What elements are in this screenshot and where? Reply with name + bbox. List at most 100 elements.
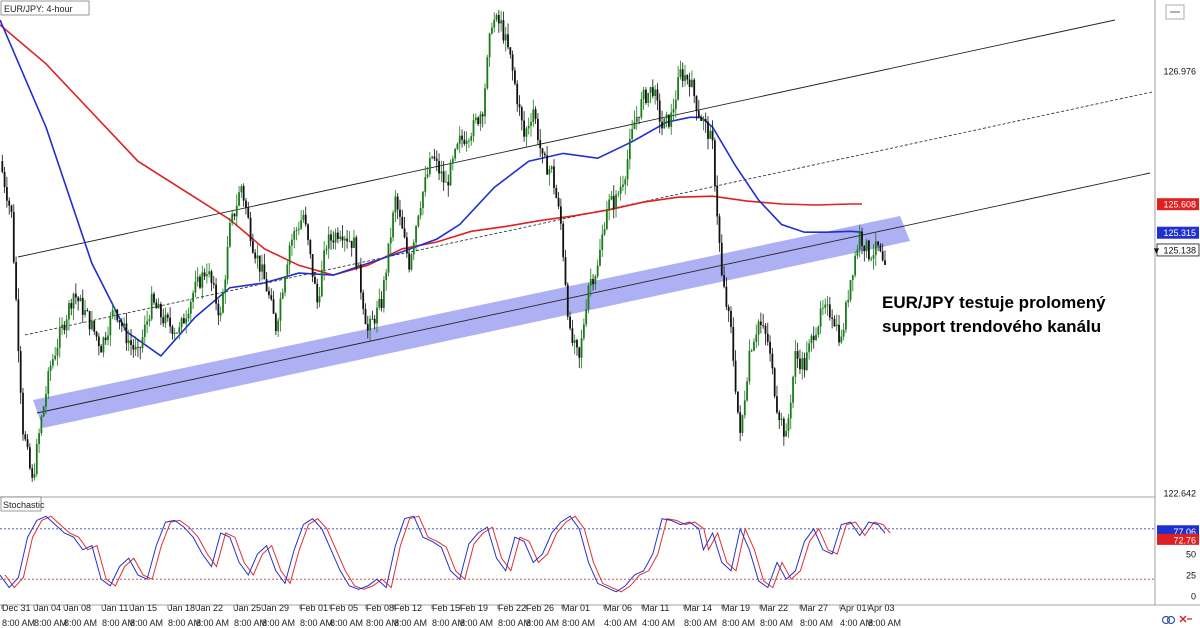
candle — [840, 329, 843, 344]
candle — [748, 339, 751, 385]
candle — [769, 335, 771, 362]
candle — [750, 348, 753, 353]
candle — [77, 295, 80, 311]
candle — [100, 344, 103, 353]
candle — [141, 329, 144, 353]
candle — [626, 149, 629, 187]
candle — [488, 32, 491, 67]
date-tick-label: Jan 11 — [102, 603, 128, 613]
date-tick-label: Mar 27 — [800, 603, 828, 613]
candle — [127, 329, 130, 352]
candle — [801, 351, 804, 380]
time-tick-label: 8:00 AM — [34, 618, 67, 628]
candle — [203, 268, 206, 281]
candle — [222, 288, 224, 314]
annotation-line-1: EUR/JPY testuje prolomený — [882, 293, 1106, 312]
candle — [486, 54, 489, 90]
candle — [504, 26, 507, 52]
candle — [849, 279, 852, 303]
candle — [371, 310, 374, 320]
candle — [672, 98, 675, 122]
time-tick-label: 8:00 AM — [760, 618, 793, 628]
candle — [426, 166, 429, 179]
candle — [842, 322, 845, 341]
candle — [15, 256, 17, 302]
date-tick-label: Jan 22 — [196, 603, 223, 613]
date-tick-label: Feb 15 — [432, 603, 460, 613]
link-icon[interactable] — [1161, 615, 1176, 625]
date-tick-label: Jan 15 — [130, 603, 157, 613]
candle — [155, 298, 158, 309]
candle — [86, 308, 89, 312]
candle — [173, 327, 176, 340]
candle — [668, 114, 670, 129]
candle — [511, 50, 514, 81]
candle — [330, 229, 332, 250]
candle — [868, 239, 870, 262]
candle — [419, 201, 422, 220]
candle — [534, 106, 537, 125]
price-label: ▼ 125.138 — [1152, 243, 1200, 257]
candle — [215, 278, 217, 311]
candle — [451, 155, 454, 171]
candle — [884, 250, 886, 265]
candle — [497, 10, 500, 33]
candle — [704, 112, 707, 133]
candle — [125, 312, 128, 351]
candle — [461, 129, 463, 148]
candle — [585, 299, 588, 328]
candle — [325, 245, 328, 255]
candle — [111, 302, 114, 320]
stoch-label-text: 0 — [1191, 592, 1196, 602]
candle — [854, 251, 857, 278]
candle — [394, 190, 397, 223]
candle — [226, 235, 229, 285]
candle — [516, 80, 519, 112]
time-tick-label: 8:00 AM — [868, 618, 901, 628]
sync-icon[interactable] — [1179, 615, 1192, 623]
candle — [194, 270, 197, 298]
candle — [782, 416, 785, 446]
candle — [146, 310, 149, 334]
candle — [428, 151, 431, 178]
candle — [373, 315, 376, 330]
date-tick-label: Jan 25 — [234, 603, 261, 613]
candle — [130, 329, 132, 356]
candle — [219, 306, 222, 322]
candle — [256, 244, 259, 269]
candle — [780, 412, 783, 426]
candle — [539, 129, 542, 157]
candle — [118, 320, 121, 330]
candle — [31, 464, 34, 482]
candle — [95, 330, 98, 341]
candle — [725, 277, 728, 311]
candle — [824, 298, 827, 315]
time-tick-label: 8:00 AM — [234, 618, 267, 628]
candle — [640, 91, 643, 120]
candle — [359, 257, 362, 300]
candle — [817, 325, 820, 338]
candle — [514, 67, 516, 86]
date-tick-label: Feb 19 — [460, 603, 488, 613]
date-tick-label: Jan 18 — [168, 603, 195, 613]
date-tick-label: Mar 11 — [642, 603, 669, 613]
candle — [587, 283, 590, 314]
price-label-text: 125.608 — [1163, 200, 1196, 210]
candle — [376, 300, 378, 333]
candle — [658, 93, 661, 134]
candle — [97, 333, 100, 356]
maximize-icon[interactable] — [1165, 4, 1185, 20]
candle — [474, 113, 477, 124]
candle — [456, 142, 459, 151]
candle — [171, 324, 174, 340]
candle — [847, 289, 850, 308]
candle — [286, 260, 289, 279]
price-label: 125.608 — [1157, 198, 1199, 211]
candle — [323, 241, 326, 281]
candle — [709, 125, 712, 140]
candle — [35, 438, 38, 477]
candle — [300, 210, 303, 230]
date-tick-label: Feb 22 — [498, 603, 526, 613]
candle — [792, 375, 794, 409]
